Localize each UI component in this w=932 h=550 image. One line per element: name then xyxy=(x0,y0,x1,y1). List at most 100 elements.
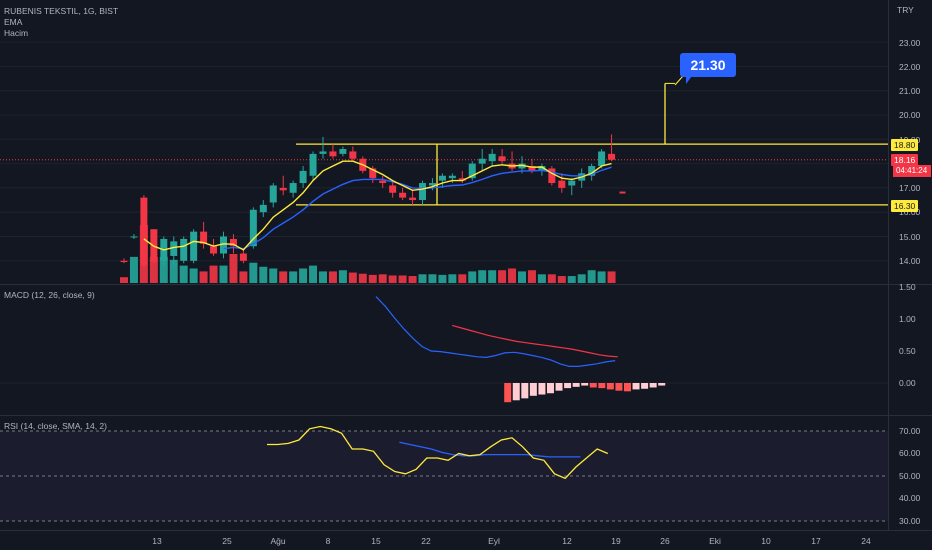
volume-bar xyxy=(129,256,138,283)
ema-legend[interactable]: EMA xyxy=(4,17,23,27)
candle-body xyxy=(289,183,297,193)
rsi-pane[interactable]: RSI (14, close, SMA, 14, 2) xyxy=(0,416,888,530)
candle-body xyxy=(309,153,317,176)
price-tick: 20.00 xyxy=(899,110,921,120)
price-tick: 16.00 xyxy=(899,207,921,217)
rsi-tick: 70.00 xyxy=(899,426,921,436)
callout-leader xyxy=(674,75,684,86)
candle-body xyxy=(409,197,417,201)
candle-body xyxy=(210,246,218,254)
macd-tick: 0.50 xyxy=(899,346,916,356)
price-tick: 23.00 xyxy=(899,38,921,48)
time-tick: 22 xyxy=(421,536,431,546)
rsi-chart[interactable] xyxy=(0,416,888,530)
macd-pane[interactable]: MACD (12, 26, close, 9) xyxy=(0,285,888,415)
candle-body xyxy=(299,170,307,184)
volume-bar xyxy=(597,271,606,283)
macd-histogram-bar xyxy=(649,383,657,388)
support-tag: 16.30 xyxy=(891,200,919,212)
price-tick: 21.00 xyxy=(899,86,921,96)
volume-bar xyxy=(338,270,347,283)
candle-body xyxy=(488,153,496,162)
candle-body xyxy=(608,153,616,160)
next-bar-marker xyxy=(619,191,626,194)
macd-tick: 1.50 xyxy=(899,282,916,292)
macd-histogram-bar xyxy=(658,383,666,386)
macd-histogram-bar xyxy=(564,383,572,389)
volume-bar xyxy=(468,271,477,283)
volume-bar xyxy=(169,259,178,283)
volume-bar xyxy=(488,270,497,283)
candle-body xyxy=(120,260,128,263)
price-pane[interactable]: RUBENIS TEKSTIL, 1G, BIST EMA Hacim 21.3… xyxy=(0,0,888,284)
candle-body xyxy=(548,168,556,184)
volume-bar xyxy=(448,274,457,283)
pane-divider[interactable] xyxy=(0,284,932,285)
candle-body xyxy=(399,192,407,198)
time-tick: 25 xyxy=(222,536,232,546)
volume-bar xyxy=(348,272,357,283)
macd-histogram-bar xyxy=(546,383,554,394)
candle-body xyxy=(329,151,337,157)
volume-bar xyxy=(547,274,556,283)
volume-bar xyxy=(309,265,318,283)
time-tick: 13 xyxy=(152,536,162,546)
rsi-sma-line xyxy=(399,441,581,458)
time-tick: Eyl xyxy=(488,536,500,546)
candle-body xyxy=(528,166,536,171)
candle-body xyxy=(220,236,227,254)
macd-chart[interactable] xyxy=(0,285,888,415)
time-tick: 26 xyxy=(660,536,670,546)
candle-body xyxy=(200,231,208,244)
macd-histogram-bar xyxy=(589,383,597,388)
macd-histogram-bar xyxy=(512,383,520,401)
volume-bar xyxy=(537,274,546,283)
volume-bar xyxy=(239,271,248,283)
candle-body xyxy=(239,253,247,261)
macd-label[interactable]: MACD (12, 26, close, 9) xyxy=(4,290,95,300)
time-tick: 15 xyxy=(371,536,381,546)
time-axis-divider xyxy=(0,530,932,531)
volume-bar xyxy=(219,265,228,283)
ema-slow-line xyxy=(223,166,612,250)
volume-bar xyxy=(587,270,596,283)
volume-bar xyxy=(319,271,327,283)
symbol-title[interactable]: RUBENIS TEKSTIL, 1G, BIST xyxy=(4,6,119,16)
pane-divider[interactable] xyxy=(0,415,932,416)
macd-histogram-bar xyxy=(606,383,614,390)
price-tick: 17.00 xyxy=(899,183,921,193)
target-callout[interactable]: 21.30 xyxy=(680,53,736,84)
volume-bar xyxy=(259,266,268,283)
rsi-axis[interactable]: 70.00 60.00 50.00 40.00 30.00 xyxy=(888,416,932,530)
candle-body xyxy=(379,180,387,184)
volume-bar xyxy=(408,276,417,283)
candle-body xyxy=(269,185,277,203)
macd-axis[interactable]: 1.50 1.00 0.50 0.00 xyxy=(888,282,932,415)
price-chart[interactable] xyxy=(0,0,888,284)
rsi-line xyxy=(267,425,609,480)
macd-histogram-bar xyxy=(504,383,512,403)
candle-body xyxy=(498,156,506,162)
candle-body xyxy=(319,151,327,154)
candle-body xyxy=(140,197,148,266)
candle-body xyxy=(438,175,446,181)
time-tick: 12 xyxy=(562,536,572,546)
candle-body xyxy=(588,166,596,176)
candle-body xyxy=(518,163,526,169)
macd-histogram-bar xyxy=(581,383,589,386)
volume-legend[interactable]: Hacim xyxy=(4,28,29,38)
candle-body xyxy=(558,180,566,188)
volume-bar xyxy=(388,275,397,283)
candle-body xyxy=(568,180,576,186)
rsi-tick: 60.00 xyxy=(899,448,921,458)
candle-body xyxy=(279,187,287,191)
bar-countdown: 04:41:24 xyxy=(893,165,931,177)
price-tick: 14.00 xyxy=(899,256,921,266)
macd-histogram-bar xyxy=(555,383,563,391)
rsi-label[interactable]: RSI (14, close, SMA, 14, 2) xyxy=(4,421,107,431)
candle-body xyxy=(369,168,377,179)
volume-bar xyxy=(577,274,586,283)
candle-body xyxy=(598,151,606,167)
macd-histogram-bar xyxy=(598,383,606,389)
rsi-tick: 30.00 xyxy=(899,516,921,526)
